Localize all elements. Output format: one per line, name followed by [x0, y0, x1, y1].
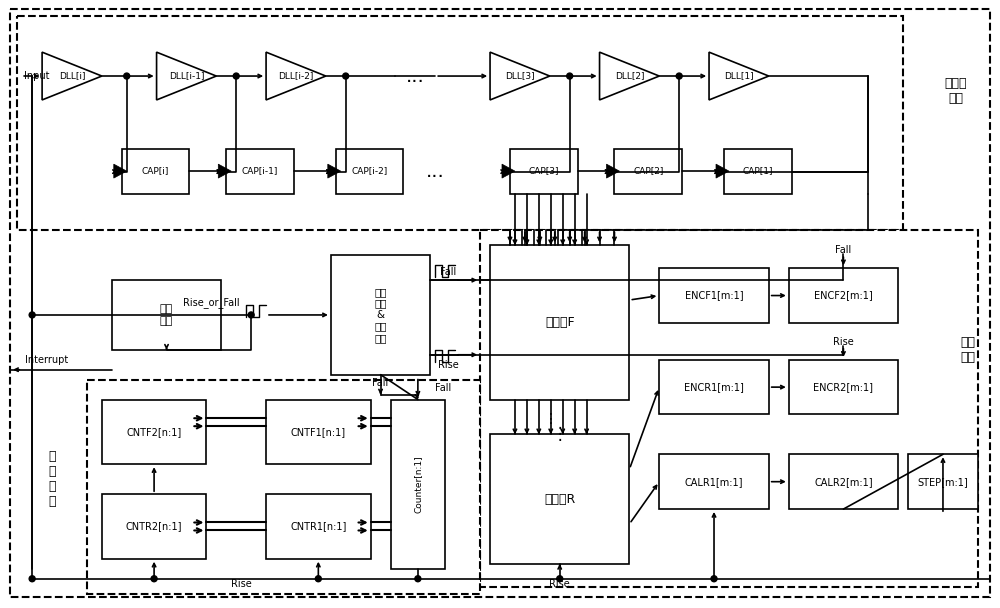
- Bar: [724, 149, 792, 193]
- Text: Rise: Rise: [438, 360, 459, 370]
- Bar: [122, 149, 189, 193]
- Bar: [87, 379, 480, 593]
- Circle shape: [567, 73, 573, 79]
- Circle shape: [151, 576, 157, 582]
- Polygon shape: [218, 164, 231, 178]
- Bar: [659, 454, 769, 509]
- Text: CAP[i]: CAP[i]: [142, 167, 169, 176]
- Text: Fall: Fall: [435, 382, 451, 393]
- Text: 编码器R: 编码器R: [544, 492, 575, 506]
- Bar: [659, 360, 769, 415]
- Bar: [789, 360, 898, 415]
- Text: CALR2[m:1]: CALR2[m:1]: [814, 477, 873, 486]
- Text: Rise: Rise: [833, 337, 854, 347]
- Text: Counter[n:1]: Counter[n:1]: [413, 455, 422, 513]
- Bar: [336, 149, 403, 193]
- Circle shape: [343, 73, 349, 79]
- Circle shape: [676, 73, 682, 79]
- Bar: [112, 280, 221, 350]
- Bar: [614, 149, 682, 193]
- Text: ENCF2[m:1]: ENCF2[m:1]: [814, 291, 873, 300]
- Circle shape: [415, 576, 421, 582]
- Text: CNTR2[n:1]: CNTR2[n:1]: [126, 522, 182, 531]
- Text: ...: ...: [426, 162, 445, 181]
- Text: 整
数
编
码: 整 数 编 码: [48, 450, 56, 508]
- Bar: [391, 399, 445, 569]
- Text: Rise_or_Fall: Rise_or_Fall: [183, 297, 240, 308]
- Text: DLL[i-1]: DLL[i-1]: [169, 72, 204, 80]
- Circle shape: [315, 576, 321, 582]
- Bar: [789, 454, 898, 509]
- Bar: [102, 494, 206, 559]
- Text: 边沿
检测
&
中断
控制: 边沿 检测 & 中断 控制: [374, 287, 387, 343]
- Bar: [226, 149, 294, 193]
- Bar: [266, 494, 371, 559]
- Bar: [490, 245, 629, 399]
- Text: DLL[2]: DLL[2]: [615, 72, 644, 80]
- Bar: [17, 16, 903, 230]
- Bar: [789, 268, 898, 323]
- Text: CAP[2]: CAP[2]: [633, 167, 664, 176]
- Text: STEP[m:1]: STEP[m:1]: [918, 477, 968, 486]
- Bar: [510, 149, 578, 193]
- Text: CAP[i-1]: CAP[i-1]: [242, 167, 278, 176]
- Text: CNTF1[n:1]: CNTF1[n:1]: [291, 427, 346, 437]
- Bar: [266, 399, 371, 465]
- Polygon shape: [328, 164, 341, 178]
- Bar: [908, 454, 978, 509]
- Polygon shape: [607, 164, 619, 178]
- Text: 小数
编码: 小数 编码: [960, 336, 975, 364]
- Text: ENCF1[m:1]: ENCF1[m:1]: [685, 291, 743, 300]
- Text: CAP[i-2]: CAP[i-2]: [351, 167, 388, 176]
- Text: DLL[3]: DLL[3]: [505, 72, 535, 80]
- Circle shape: [233, 73, 239, 79]
- Circle shape: [124, 73, 130, 79]
- Text: DLL[i]: DLL[i]: [59, 72, 85, 80]
- Text: Fall: Fall: [835, 245, 852, 255]
- Text: Fall: Fall: [440, 267, 456, 277]
- Bar: [102, 399, 206, 465]
- Circle shape: [711, 576, 717, 582]
- Circle shape: [29, 576, 35, 582]
- Text: Rise: Rise: [231, 579, 252, 589]
- Circle shape: [29, 312, 35, 318]
- Circle shape: [248, 312, 254, 318]
- Text: 校准
控制: 校准 控制: [160, 304, 173, 326]
- Text: Rise: Rise: [549, 579, 570, 589]
- Bar: [659, 268, 769, 323]
- Text: 编码器F: 编码器F: [545, 316, 575, 329]
- Text: ENCR1[m:1]: ENCR1[m:1]: [684, 382, 744, 392]
- Text: ENCR2[m:1]: ENCR2[m:1]: [813, 382, 873, 392]
- Text: Input: Input: [24, 71, 50, 81]
- Text: 信号捕
捉链: 信号捕 捉链: [945, 77, 967, 105]
- Text: Interrupt: Interrupt: [25, 354, 69, 365]
- Circle shape: [557, 576, 563, 582]
- Text: ⋮: ⋮: [551, 426, 568, 443]
- Text: DLL[i-2]: DLL[i-2]: [278, 72, 314, 80]
- Polygon shape: [502, 164, 515, 178]
- Text: Fall: Fall: [372, 378, 389, 388]
- Polygon shape: [716, 164, 729, 178]
- Text: CAP[3]: CAP[3]: [529, 167, 559, 176]
- Text: DLL[1]: DLL[1]: [724, 72, 754, 80]
- Bar: [480, 230, 978, 587]
- Text: ⋮: ⋮: [544, 412, 558, 426]
- Polygon shape: [114, 164, 127, 178]
- Bar: [331, 255, 430, 375]
- Bar: [490, 434, 629, 564]
- Text: CAP[1]: CAP[1]: [743, 167, 773, 176]
- Text: CNTF2[n:1]: CNTF2[n:1]: [126, 427, 182, 437]
- Text: CALR1[m:1]: CALR1[m:1]: [685, 477, 743, 486]
- Text: ...: ...: [406, 66, 425, 86]
- Text: CNTR1[n:1]: CNTR1[n:1]: [290, 522, 347, 531]
